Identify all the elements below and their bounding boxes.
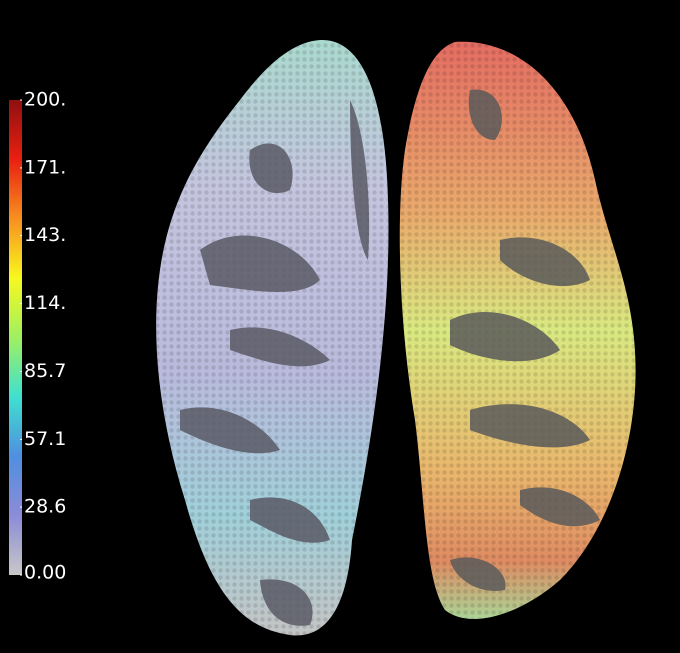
colorbar-tick-label: 114.: [24, 292, 66, 314]
colorbar-tick-label: 28.6: [24, 496, 66, 518]
colorbar-tick-label: 171.: [24, 156, 66, 178]
colorbar-tick-label: 0.00: [24, 562, 66, 584]
colorbar-tick-label: 85.7: [24, 360, 66, 382]
left-hemisphere: [156, 39, 389, 636]
right-hemisphere: [399, 41, 636, 619]
colorbar-tick-label: 143.: [24, 224, 66, 246]
colorbar-tick-label: 57.1: [24, 428, 66, 450]
colorbar-tick-label: 200.: [24, 89, 66, 111]
colorbar: [9, 100, 22, 575]
